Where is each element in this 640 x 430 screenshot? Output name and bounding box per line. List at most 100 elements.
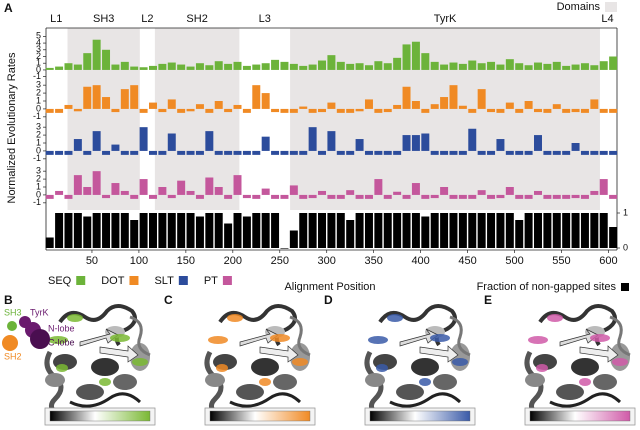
bar — [318, 213, 327, 248]
bar — [299, 150, 308, 155]
bar — [120, 61, 129, 70]
bar — [346, 190, 355, 195]
bar — [609, 227, 618, 248]
bar — [571, 64, 580, 70]
bar — [224, 150, 233, 155]
bar — [524, 213, 533, 248]
bar — [289, 108, 298, 113]
bar — [393, 150, 402, 155]
bar — [440, 213, 449, 248]
highlight-region — [612, 358, 628, 366]
bar — [205, 177, 214, 195]
bar — [477, 213, 486, 248]
bar — [411, 183, 420, 195]
bar — [318, 190, 327, 195]
bar — [440, 150, 449, 155]
y-tick-label: -1 — [33, 71, 41, 81]
highlight-region — [216, 364, 228, 372]
bar — [186, 66, 195, 70]
legend-label: Fraction of non-gapped sites — [477, 281, 617, 293]
bar — [130, 85, 139, 109]
bar — [402, 86, 411, 109]
bar — [186, 213, 195, 248]
bar — [552, 150, 561, 155]
bar — [552, 61, 561, 70]
bar — [289, 63, 298, 70]
bar — [252, 85, 261, 109]
bar — [449, 194, 458, 199]
highlight-region — [227, 314, 243, 322]
bar — [327, 102, 336, 109]
bar — [289, 150, 298, 155]
bar — [45, 237, 54, 248]
x-tick-label: 400 — [411, 255, 429, 267]
bar — [130, 66, 139, 70]
bar — [167, 213, 176, 248]
bar — [562, 213, 571, 248]
bar — [543, 150, 552, 155]
bar — [167, 62, 176, 70]
bar — [355, 108, 364, 112]
domain-label: L4 — [601, 13, 613, 25]
y-tick-label: 3 — [36, 166, 41, 176]
bar — [355, 194, 364, 199]
bar — [458, 213, 467, 248]
bar — [167, 133, 176, 151]
bar — [177, 108, 186, 113]
domain-shade — [154, 28, 240, 210]
bar — [83, 187, 92, 195]
highlight-region — [292, 358, 308, 366]
legend-label: C-lobe — [48, 337, 75, 347]
highlight-region — [48, 336, 68, 344]
bar — [233, 213, 242, 248]
bar — [449, 150, 458, 155]
bar — [515, 220, 524, 248]
bar — [327, 213, 336, 248]
bar — [336, 61, 345, 70]
bar — [402, 135, 411, 151]
bar — [552, 213, 561, 248]
highlight-region — [132, 358, 148, 366]
bar — [271, 150, 280, 155]
bar — [55, 213, 64, 248]
bar — [242, 150, 251, 155]
bar — [364, 99, 373, 109]
bar — [346, 108, 355, 113]
bar — [318, 60, 327, 70]
bar — [280, 194, 289, 199]
bar — [458, 105, 467, 109]
bar — [224, 223, 233, 248]
bar — [120, 213, 129, 248]
bar — [383, 194, 392, 199]
bar — [205, 65, 214, 70]
bar — [205, 108, 214, 113]
x-tick-label: 600 — [599, 255, 617, 267]
bar — [308, 108, 317, 113]
bar — [562, 194, 571, 199]
bar — [186, 150, 195, 155]
bar — [299, 65, 308, 70]
bar — [515, 63, 524, 70]
highlight-region — [387, 314, 403, 322]
y-tick-label: 1 — [36, 137, 41, 147]
bar — [252, 64, 261, 70]
bar — [449, 62, 458, 70]
x-tick-label: 350 — [364, 255, 382, 267]
x-tick-label: 500 — [505, 255, 523, 267]
bar — [205, 213, 214, 248]
y-tick-label: 0 — [36, 64, 41, 74]
bar — [411, 135, 420, 151]
bar — [393, 57, 402, 70]
y-tick-label: -1 — [33, 153, 41, 163]
bar — [543, 213, 552, 248]
domain-label: L1 — [50, 13, 62, 25]
bar — [308, 64, 317, 70]
bar — [599, 150, 608, 155]
bar — [233, 61, 242, 70]
bar — [599, 108, 608, 113]
bar — [421, 108, 430, 113]
bar — [383, 108, 392, 113]
bar — [242, 108, 251, 113]
bar — [167, 99, 176, 109]
